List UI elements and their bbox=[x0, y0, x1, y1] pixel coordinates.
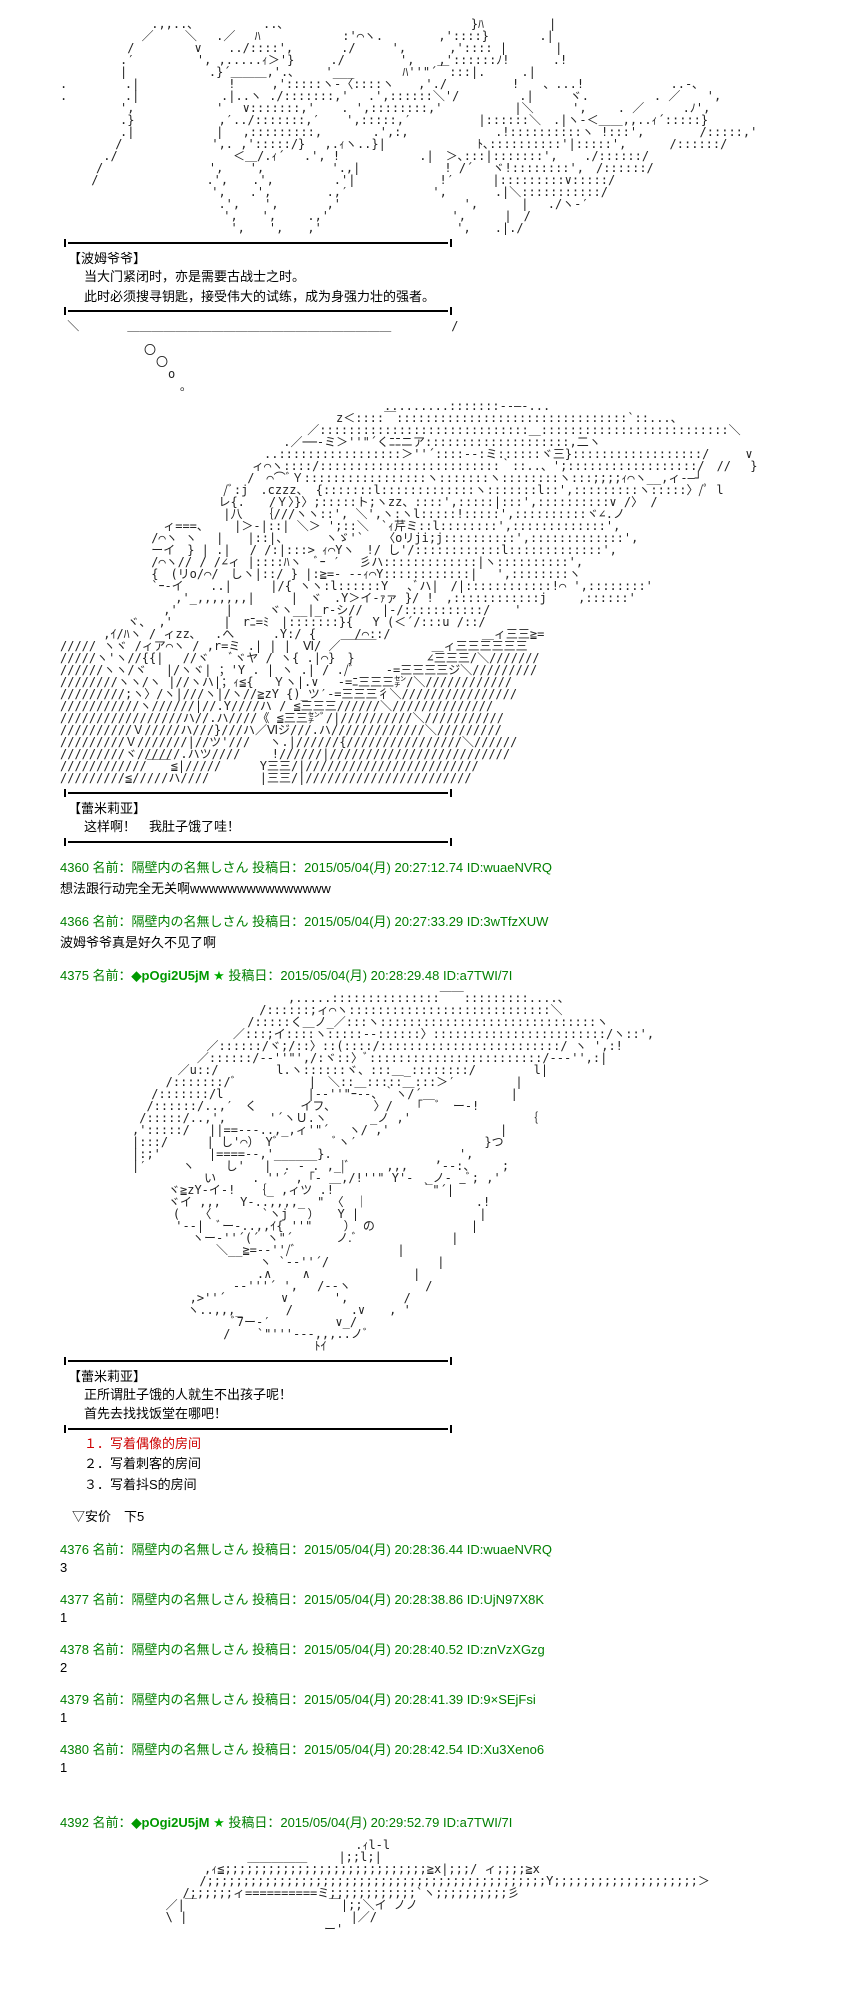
dialogue-3-line2: 首先去找找饭堂在哪吧！ bbox=[84, 1406, 227, 1421]
choice-1: １．写着偶像的房间 bbox=[84, 1436, 201, 1451]
ascii-art-4: .ｨl-l ＿＿＿＿＿ |;;l;| ,ｨ≦;;;;;;;;;;;;;;;;;;… bbox=[60, 1839, 800, 1935]
divider-5 bbox=[68, 1360, 448, 1362]
post3-star: ★ bbox=[213, 968, 225, 983]
post-header-9: 4392 名前：◆pOgi2U5jM ★ 投稿日：2015/05/04(月) 2… bbox=[60, 1812, 800, 1831]
post9-star: ★ bbox=[213, 1815, 225, 1830]
post-body-7: 1 bbox=[60, 1710, 800, 1725]
post-header-3: 4375 名前：◆pOgi2U5jM ★ 投稿日：2015/05/04(月) 2… bbox=[60, 965, 800, 984]
dialogue-1: 当大门紧闭时，亦是需要古战士之时。 此时必须搜寻钥匙，接受伟大的试练，成为身强力… bbox=[84, 267, 800, 306]
post-body-4: 3 bbox=[60, 1560, 800, 1575]
post-header-6: 4378 名前：隔壁内の名無しさん 投稿日：2015/05/04(月) 20:2… bbox=[60, 1639, 800, 1658]
post-header-7: 4379 名前：隔壁内の名無しさん 投稿日：2015/05/04(月) 20:2… bbox=[60, 1689, 800, 1708]
post-body-5: 1 bbox=[60, 1610, 800, 1625]
speaker-label-1: 【波姆爷爷】 bbox=[68, 248, 800, 267]
dialogue-1-line2: 此时必须搜寻钥匙，接受伟大的试练，成为身强力壮的强者。 bbox=[84, 289, 435, 304]
ascii-thought-bubble: ＼ / ￣￣￣￣￣￣￣￣￣￣￣￣￣￣￣￣￣￣￣￣￣￣ 〇 〇 o ｡ bbox=[60, 320, 800, 392]
post-body-2: 波姆爷爷真是好久不见了啊 bbox=[60, 932, 800, 951]
choice-list: １．写着偶像的房间 ２．写着刺客的房间 ３．写着抖S的房间 bbox=[84, 1434, 800, 1496]
divider-1 bbox=[68, 242, 448, 244]
post9-prefix: 4392 名前： bbox=[60, 1815, 132, 1830]
post3-suffix: 投稿日：2015/05/04(月) 20:28:29.48 ID:a7TWI/7… bbox=[225, 968, 513, 983]
ascii-art-2: .........:::::::--―-... z＜::::￣:::::::::… bbox=[60, 400, 800, 784]
post9-trip[interactable]: ◆pOgi2U5jM bbox=[132, 1815, 210, 1830]
post-body-6: 2 bbox=[60, 1660, 800, 1675]
ascii-art-1: .,,..､ ..､ }ﾊ | ／ ＼ .／ ﾊ :'⌒ヽ. ,'::::} .… bbox=[60, 18, 800, 234]
post-header-4: 4376 名前：隔壁内の名無しさん 投稿日：2015/05/04(月) 20:2… bbox=[60, 1539, 800, 1558]
dialogue-1-line1: 当大门紧闭时，亦是需要古战士之时。 bbox=[84, 269, 305, 284]
speaker-label-3: 【蕾米莉亚】 bbox=[68, 1366, 800, 1385]
dialogue-3-line1: 正所谓肚子饿的人就生不出孩子呢！ bbox=[84, 1387, 292, 1402]
ascii-art-3: ,.....:::::::::::::::￣￣:::::::::....、 /:… bbox=[60, 992, 800, 1352]
choice-3: ３．写着抖S的房间 bbox=[84, 1477, 197, 1492]
post-header-2: 4366 名前：隔壁内の名無しさん 投稿日：2015/05/04(月) 20:2… bbox=[60, 911, 800, 930]
anka-note: ▽安价 下5 bbox=[72, 1506, 800, 1525]
post3-prefix: 4375 名前： bbox=[60, 968, 132, 983]
choice-2: ２．写着刺客的房间 bbox=[84, 1456, 201, 1471]
divider-3 bbox=[68, 792, 448, 794]
divider-4 bbox=[68, 841, 448, 843]
post9-suffix: 投稿日：2015/05/04(月) 20:29:52.79 ID:a7TWI/7… bbox=[225, 1815, 513, 1830]
post-header-5: 4377 名前：隔壁内の名無しさん 投稿日：2015/05/04(月) 20:2… bbox=[60, 1589, 800, 1608]
dialogue-2: 这样啊！ 我肚子饿了哇！ bbox=[84, 817, 800, 837]
post-header-1: 4360 名前：隔壁内の名無しさん 投稿日：2015/05/04(月) 20:2… bbox=[60, 857, 800, 876]
dialogue-3: 正所谓肚子饿的人就生不出孩子呢！ 首先去找找饭堂在哪吧！ bbox=[84, 1385, 800, 1424]
divider-6 bbox=[68, 1428, 448, 1430]
post3-trip[interactable]: ◆pOgi2U5jM bbox=[132, 968, 210, 983]
post-header-8: 4380 名前：隔壁内の名無しさん 投稿日：2015/05/04(月) 20:2… bbox=[60, 1739, 800, 1758]
divider-2 bbox=[68, 310, 448, 312]
speaker-label-2: 【蕾米莉亚】 bbox=[68, 798, 800, 817]
post-body-1: 想法跟行动完全无关啊wwwwwwwwwwwwwww bbox=[60, 878, 800, 897]
post-body-8: 1 bbox=[60, 1760, 800, 1775]
